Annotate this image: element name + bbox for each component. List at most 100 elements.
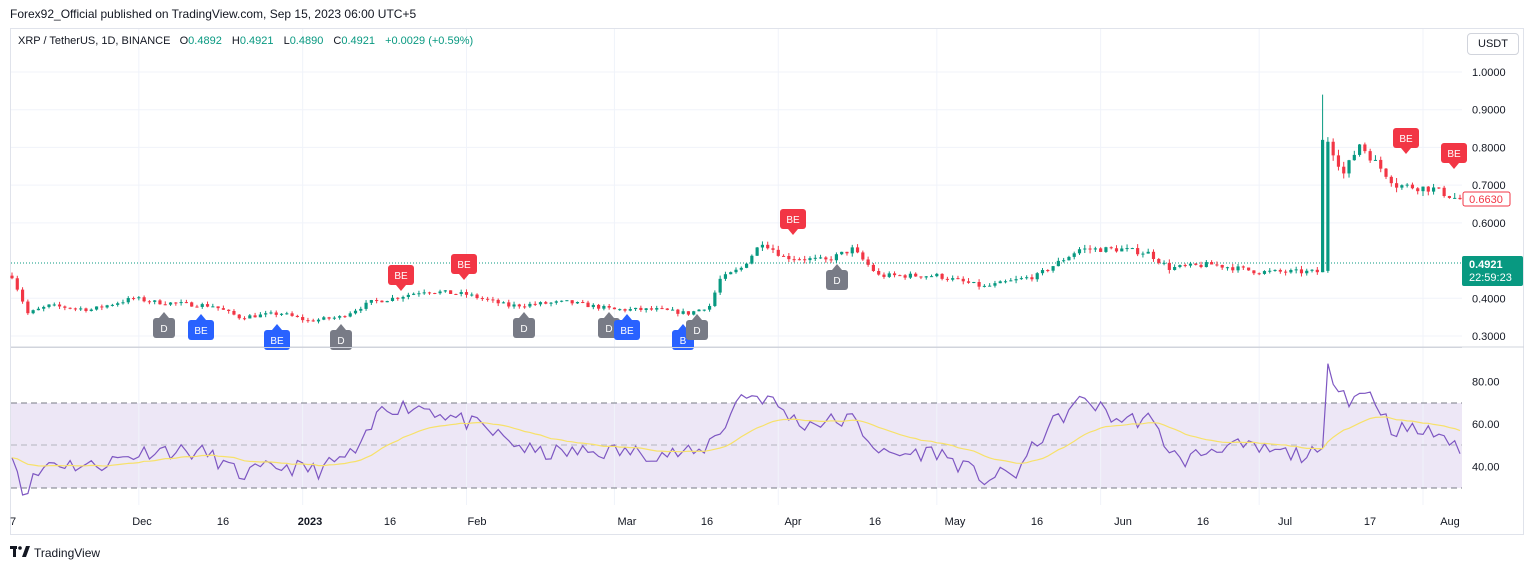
signal-badge-pointer bbox=[159, 312, 169, 318]
signal-badge-pointer bbox=[678, 324, 688, 330]
candle bbox=[792, 259, 796, 261]
signal-badge-be: BE bbox=[264, 324, 290, 350]
candle bbox=[121, 302, 125, 304]
signal-badge-box bbox=[513, 318, 535, 338]
symbol-name[interactable]: XRP / TetherUS, 1D, BINANCE bbox=[18, 35, 171, 47]
candle bbox=[829, 259, 833, 261]
time-tick-label: 16 bbox=[1031, 516, 1043, 528]
candle bbox=[549, 302, 553, 304]
candle bbox=[89, 309, 93, 311]
candle bbox=[84, 308, 88, 311]
signal-badge-box bbox=[614, 320, 640, 340]
time-tick-label: May bbox=[945, 516, 966, 528]
candle bbox=[919, 276, 923, 278]
time-tick-label: 16 bbox=[1197, 516, 1209, 528]
candle bbox=[52, 304, 56, 306]
candle bbox=[258, 314, 262, 318]
candle bbox=[1204, 262, 1208, 268]
candle bbox=[1162, 262, 1166, 264]
candle bbox=[110, 304, 114, 306]
candle bbox=[1199, 264, 1203, 268]
candle bbox=[131, 298, 136, 300]
candle bbox=[348, 313, 352, 317]
close-label: C bbox=[333, 35, 342, 47]
time-tick-label: Apr bbox=[784, 516, 801, 528]
candle bbox=[79, 308, 83, 310]
candle bbox=[1077, 249, 1082, 254]
candle bbox=[797, 259, 802, 261]
candle bbox=[227, 309, 231, 311]
candle bbox=[924, 276, 928, 278]
signal-badge-label: BE bbox=[457, 260, 471, 271]
candle bbox=[1183, 265, 1187, 267]
candle bbox=[644, 308, 648, 310]
candle bbox=[1215, 264, 1219, 266]
pane-divider bbox=[11, 347, 1462, 348]
candle bbox=[771, 248, 775, 250]
candle bbox=[200, 304, 204, 307]
signal-badge-pointer bbox=[396, 285, 406, 291]
candle bbox=[670, 309, 675, 311]
time-tick-label: 2023 bbox=[298, 516, 322, 528]
candle bbox=[1310, 269, 1314, 271]
price-marker bbox=[1462, 191, 1511, 207]
signal-badge-box bbox=[686, 320, 708, 340]
rsi-ma-line bbox=[11, 416, 1461, 467]
candle bbox=[274, 312, 278, 315]
candle bbox=[776, 249, 780, 256]
candle bbox=[528, 303, 532, 307]
rsi-axis[interactable]: 80.00 60.00 40.00 bbox=[1472, 376, 1500, 473]
candle bbox=[1331, 141, 1335, 156]
currency-button[interactable]: USDT bbox=[1467, 33, 1519, 55]
candle bbox=[855, 247, 860, 253]
time-tick-label: 16 bbox=[217, 516, 229, 528]
candle bbox=[723, 274, 728, 279]
tradingview-logo-icon bbox=[10, 545, 30, 560]
last-price-tag bbox=[1462, 256, 1523, 286]
candle bbox=[808, 258, 812, 261]
candle bbox=[1294, 269, 1298, 271]
candle bbox=[887, 273, 891, 277]
candle bbox=[892, 273, 897, 276]
candle bbox=[459, 292, 463, 294]
candle bbox=[1210, 262, 1214, 265]
candle bbox=[1299, 269, 1304, 274]
time-axis[interactable]: 7 Dec 16 2023 16 Feb Mar 16 Apr 16 May 16 Jun 16 Jul 17… bbox=[10, 516, 1460, 528]
signal-badge-pointer bbox=[196, 314, 206, 320]
candle bbox=[914, 273, 918, 277]
candle bbox=[634, 307, 638, 310]
candle bbox=[686, 311, 691, 315]
signal-badge-box bbox=[1441, 143, 1467, 163]
signal-badge-pointer bbox=[1401, 148, 1411, 154]
candle bbox=[63, 306, 67, 308]
signal-badge-pointer bbox=[336, 324, 346, 330]
close-value: 0.4921 bbox=[341, 35, 376, 47]
candle bbox=[316, 319, 321, 322]
signal-badge-pointer bbox=[622, 314, 632, 320]
candle bbox=[195, 306, 199, 308]
footer-brand[interactable]: TradingView bbox=[10, 545, 100, 560]
signal-badge-d: D bbox=[686, 314, 708, 340]
candle bbox=[1099, 248, 1103, 252]
candles[interactable] bbox=[10, 94, 1462, 324]
candle bbox=[1278, 269, 1282, 272]
candle bbox=[565, 300, 569, 302]
candle bbox=[697, 309, 701, 312]
candle bbox=[47, 304, 51, 307]
symbol-legend[interactable]: XRP / TetherUS, 1D, BINANCE O0.4892 H0.4… bbox=[18, 35, 480, 47]
price-axis[interactable]: 1.0000 0.9000 0.8000 0.7000 0.6000 0.4000 0.30… bbox=[1472, 67, 1506, 343]
candle bbox=[322, 317, 326, 320]
candle bbox=[1146, 251, 1150, 254]
candle bbox=[1421, 186, 1425, 192]
candle bbox=[1231, 267, 1235, 271]
candle bbox=[845, 251, 849, 254]
candle bbox=[1151, 251, 1156, 260]
candle bbox=[560, 300, 564, 302]
candle bbox=[538, 302, 543, 305]
candle bbox=[42, 306, 46, 309]
candle bbox=[301, 317, 305, 321]
candle bbox=[824, 257, 828, 260]
signal-badge-d: D bbox=[153, 312, 175, 338]
rsi-line[interactable] bbox=[11, 363, 1461, 496]
